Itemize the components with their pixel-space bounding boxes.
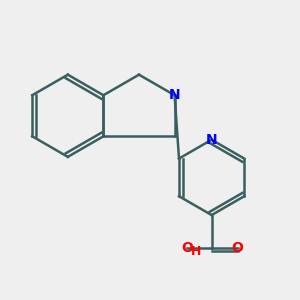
- Text: O: O: [232, 241, 244, 255]
- Text: N: N: [169, 88, 180, 102]
- Text: H: H: [190, 245, 201, 258]
- Text: N: N: [206, 133, 218, 147]
- Text: O: O: [181, 241, 193, 255]
